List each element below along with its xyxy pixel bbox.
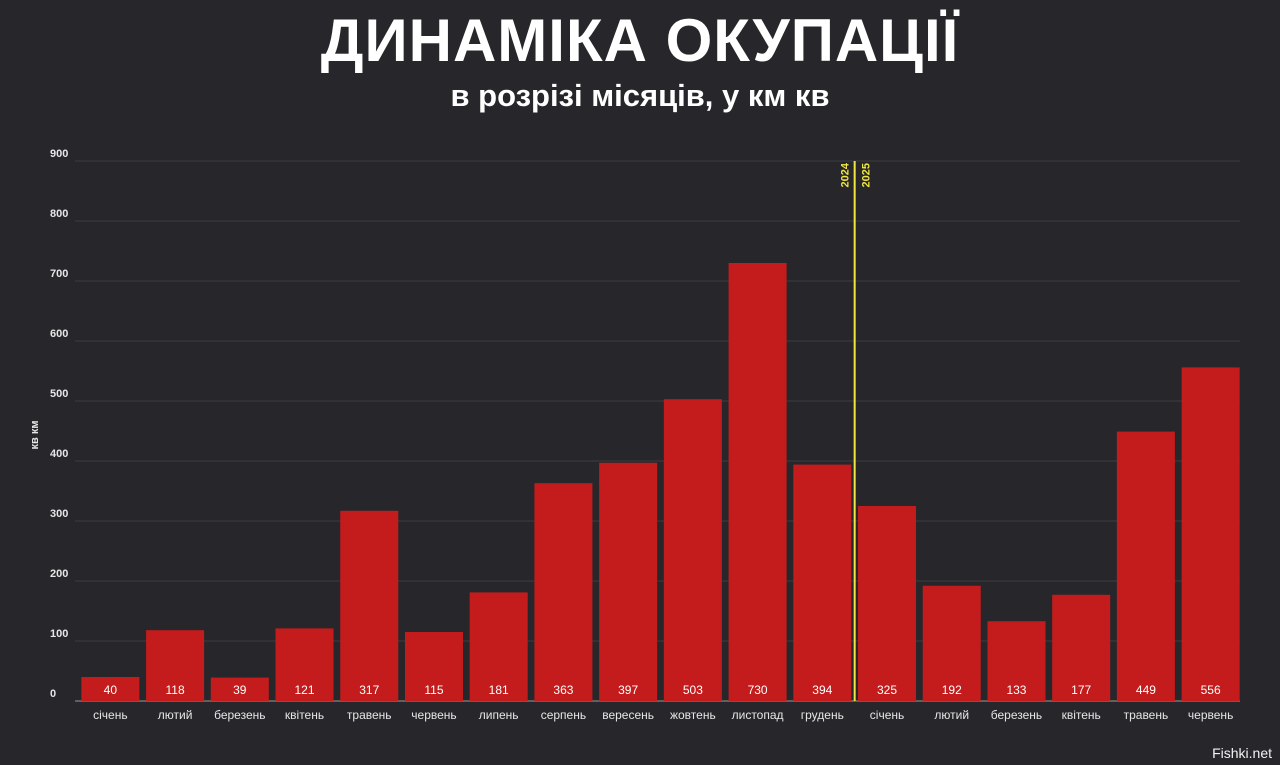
bar: [275, 628, 334, 701]
y-tick-label: 300: [50, 508, 68, 520]
bar: [146, 630, 205, 701]
y-tick-label: 800: [50, 208, 68, 220]
x-tick-label: квітень: [285, 708, 324, 722]
bar-value-label: 730: [748, 683, 768, 697]
bar: [534, 483, 593, 701]
bar-value-label: 556: [1201, 683, 1221, 697]
x-tick-label: серпень: [541, 708, 586, 722]
x-tick-label: квітень: [1062, 708, 1101, 722]
x-tick-label: березень: [214, 708, 265, 722]
x-tick-label: липень: [479, 708, 519, 722]
bar: [793, 464, 852, 701]
y-tick-label: 700: [50, 268, 68, 280]
bar: [663, 399, 722, 701]
bar-value-label: 394: [812, 683, 832, 697]
chart-title: ДИНАМІКА ОКУПАЦІЇ: [320, 7, 960, 74]
y-tick-label: 600: [50, 328, 68, 340]
bar-value-label: 181: [489, 683, 509, 697]
bar-value-label: 177: [1071, 683, 1091, 697]
y-tick-label: 900: [50, 148, 68, 160]
bar: [340, 510, 399, 701]
bar-value-label: 503: [683, 683, 703, 697]
bar: [404, 632, 463, 701]
bar: [81, 677, 140, 701]
bar-value-label: 397: [618, 683, 638, 697]
bar: [922, 585, 981, 701]
year-label-right: 2025: [861, 163, 873, 187]
bar: [1116, 431, 1175, 701]
bar-value-label: 192: [942, 683, 962, 697]
bar-value-label: 317: [359, 683, 379, 697]
x-tick-label: лютий: [934, 708, 969, 722]
bar: [210, 677, 269, 701]
bar-value-label: 121: [295, 683, 315, 697]
y-axis-label: кв км: [29, 421, 41, 450]
x-tick-label: березень: [991, 708, 1042, 722]
x-tick-label: січень: [93, 708, 127, 722]
x-tick-label: травень: [1124, 708, 1169, 722]
bar-value-label: 133: [1006, 683, 1026, 697]
x-tick-label: вересень: [602, 708, 654, 722]
bar: [1052, 594, 1111, 701]
x-tick-label: листопад: [732, 708, 784, 722]
bar: [1181, 367, 1240, 701]
x-tick-label: лютий: [158, 708, 193, 722]
bar-value-label: 449: [1136, 683, 1156, 697]
x-tick-label: грудень: [801, 708, 844, 722]
x-tick-label: травень: [347, 708, 392, 722]
y-tick-label: 100: [50, 628, 68, 640]
watermark: Fishki.net: [1212, 745, 1272, 761]
bar-value-label: 118: [166, 683, 185, 697]
y-tick-label: 500: [50, 388, 68, 400]
bar: [728, 263, 787, 701]
chart-subtitle: в розрізі місяців, у км кв: [450, 78, 830, 113]
bar-value-label: 39: [233, 683, 247, 697]
bar: [987, 621, 1046, 701]
bar: [599, 462, 658, 701]
x-tick-label: жовтень: [670, 708, 716, 722]
bar: [858, 506, 917, 701]
x-tick-label: січень: [870, 708, 904, 722]
x-tick-label: червень: [1188, 708, 1233, 722]
y-tick-label: 0: [50, 688, 56, 700]
year-label-left: 2024: [840, 162, 852, 187]
bar: [469, 592, 528, 701]
bar-value-label: 115: [424, 683, 443, 697]
y-tick-label: 200: [50, 568, 68, 580]
bar-value-label: 40: [104, 683, 118, 697]
x-tick-label: червень: [411, 708, 456, 722]
bar-value-label: 363: [553, 683, 573, 697]
bar-value-label: 325: [877, 683, 897, 697]
y-tick-label: 400: [50, 448, 68, 460]
